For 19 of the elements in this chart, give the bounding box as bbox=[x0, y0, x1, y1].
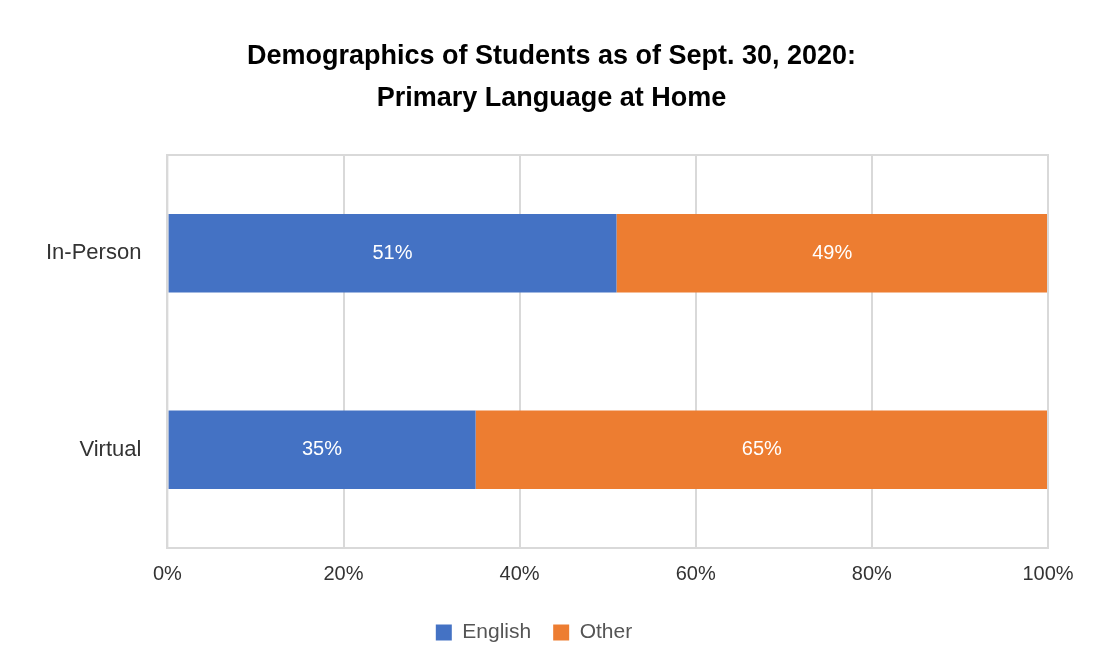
bar bbox=[475, 410, 1048, 490]
y-tick-label: Virtual bbox=[79, 435, 142, 461]
y-tick-label: In-Person bbox=[45, 239, 142, 265]
x-tick-label: 20% bbox=[323, 561, 364, 584]
bar bbox=[616, 213, 1048, 293]
chart-title: Demographics of Students as of Sept. 30, 2020: Primary Language at Home bbox=[245, 39, 858, 114]
x-tick-label: 100% bbox=[1022, 561, 1074, 584]
x-tick-label: 0% bbox=[152, 561, 183, 584]
data-label: 49% bbox=[812, 240, 853, 263]
x-tick-label: 40% bbox=[499, 561, 540, 584]
legend-label: English bbox=[462, 619, 532, 643]
x-tick-label: 60% bbox=[675, 561, 716, 584]
bar bbox=[168, 213, 617, 293]
legend-label: Other bbox=[579, 619, 633, 643]
data-label: 65% bbox=[741, 437, 783, 460]
data-label: 51% bbox=[372, 240, 413, 263]
bar bbox=[168, 410, 476, 490]
x-tick-label: 80% bbox=[851, 561, 893, 584]
data-label: 35% bbox=[301, 437, 343, 460]
